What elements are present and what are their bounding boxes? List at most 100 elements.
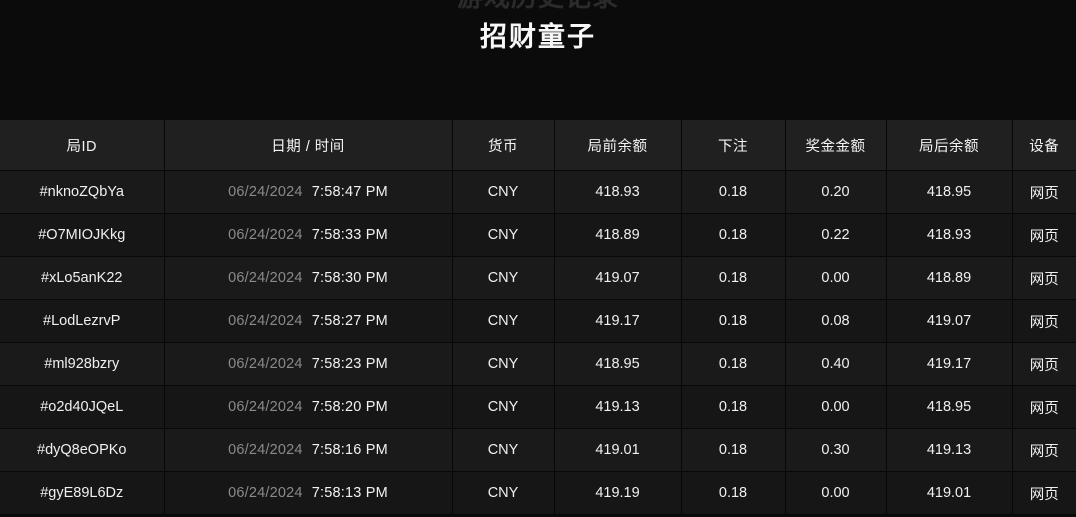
cell-win-amount: 0.00 bbox=[785, 385, 887, 429]
cell-balance-before: 418.95 bbox=[554, 342, 682, 386]
cell-device: 网页 bbox=[1012, 213, 1076, 257]
cell-bet: 0.18 bbox=[681, 471, 786, 515]
cell-datetime: 06/24/2024 7:58:33 PM bbox=[164, 213, 453, 257]
cell-time: 7:58:23 PM bbox=[311, 356, 388, 372]
cell-balance-before: 418.89 bbox=[554, 213, 682, 257]
cell-bet: 0.18 bbox=[681, 213, 786, 257]
cell-win-amount: 0.22 bbox=[785, 213, 887, 257]
table-row[interactable]: #LodLezrvP 06/24/2024 7:58:27 PM CNY 419.17 0… bbox=[0, 299, 1076, 343]
column-header-balance-before[interactable]: 局前余额 bbox=[554, 120, 682, 171]
cell-device: 网页 bbox=[1012, 170, 1076, 214]
cell-currency: CNY bbox=[452, 428, 555, 472]
cell-balance-after: 419.17 bbox=[886, 342, 1013, 386]
cell-currency: CNY bbox=[452, 299, 555, 343]
table-row[interactable]: #O7MIOJKkg 06/24/2024 7:58:33 PM CNY 418.89 0… bbox=[0, 213, 1076, 257]
cell-time: 7:58:47 PM bbox=[311, 184, 388, 200]
cell-balance-before: 419.07 bbox=[554, 256, 682, 300]
cell-win-amount: 0.30 bbox=[785, 428, 887, 472]
cell-datetime: 06/24/2024 7:58:27 PM bbox=[164, 299, 453, 343]
cell-bet: 0.18 bbox=[681, 428, 786, 472]
cell-device: 网页 bbox=[1012, 471, 1076, 515]
cell-balance-after: 418.95 bbox=[886, 385, 1013, 429]
cell-date: 06/24/2024 bbox=[228, 227, 303, 243]
cell-round-id: #dyQ8eOPKo bbox=[0, 428, 165, 472]
cell-bet: 0.18 bbox=[681, 170, 786, 214]
cell-currency: CNY bbox=[452, 342, 555, 386]
table-row[interactable]: #o2d40JQeL 06/24/2024 7:58:20 PM CNY 419.13 0… bbox=[0, 385, 1076, 429]
cell-balance-before: 419.17 bbox=[554, 299, 682, 343]
cell-bet: 0.18 bbox=[681, 342, 786, 386]
cell-win-amount: 0.40 bbox=[785, 342, 887, 386]
game-history-table: 局ID 日期 / 时间 货币 局前余额 下注 奖金金额 局后余额 设备 #nkn… bbox=[0, 120, 1076, 515]
cell-date: 06/24/2024 bbox=[228, 442, 303, 458]
cell-date: 06/24/2024 bbox=[228, 485, 303, 501]
cell-balance-after: 419.07 bbox=[886, 299, 1013, 343]
table-header: 局ID 日期 / 时间 货币 局前余额 下注 奖金金额 局后余额 设备 bbox=[0, 120, 1076, 171]
cell-balance-before: 419.13 bbox=[554, 385, 682, 429]
cell-date: 06/24/2024 bbox=[228, 270, 303, 286]
cell-datetime: 06/24/2024 7:58:47 PM bbox=[164, 170, 453, 214]
cell-date: 06/24/2024 bbox=[228, 313, 303, 329]
table-row[interactable]: #dyQ8eOPKo 06/24/2024 7:58:16 PM CNY 419.01 0… bbox=[0, 428, 1076, 472]
column-header-round-id[interactable]: 局ID bbox=[0, 120, 165, 171]
cell-bet: 0.18 bbox=[681, 385, 786, 429]
cell-time: 7:58:16 PM bbox=[311, 442, 388, 458]
cell-datetime: 06/24/2024 7:58:23 PM bbox=[164, 342, 453, 386]
column-header-currency[interactable]: 货币 bbox=[452, 120, 555, 171]
cell-currency: CNY bbox=[452, 256, 555, 300]
cell-datetime: 06/24/2024 7:58:13 PM bbox=[164, 471, 453, 515]
cell-currency: CNY bbox=[452, 385, 555, 429]
cell-balance-before: 419.19 bbox=[554, 471, 682, 515]
cell-date: 06/24/2024 bbox=[228, 399, 303, 415]
cell-device: 网页 bbox=[1012, 385, 1076, 429]
column-header-bet[interactable]: 下注 bbox=[681, 120, 786, 171]
table-row[interactable]: #xLo5anK22 06/24/2024 7:58:30 PM CNY 419.07 0… bbox=[0, 256, 1076, 300]
cell-balance-after: 418.95 bbox=[886, 170, 1013, 214]
table-row[interactable]: #ml928bzry 06/24/2024 7:58:23 PM CNY 418.95 0… bbox=[0, 342, 1076, 386]
cell-balance-before: 419.01 bbox=[554, 428, 682, 472]
cell-currency: CNY bbox=[452, 471, 555, 515]
table-row[interactable]: #gyE89L6Dz 06/24/2024 7:58:13 PM CNY 419.19 0… bbox=[0, 471, 1076, 515]
cell-datetime: 06/24/2024 7:58:30 PM bbox=[164, 256, 453, 300]
page-title: 招财童子 bbox=[480, 22, 596, 52]
cell-balance-before: 418.93 bbox=[554, 170, 682, 214]
cell-device: 网页 bbox=[1012, 256, 1076, 300]
cell-time: 7:58:27 PM bbox=[311, 313, 388, 329]
cell-round-id: #LodLezrvP bbox=[0, 299, 165, 343]
cell-win-amount: 0.00 bbox=[785, 471, 887, 515]
cell-bet: 0.18 bbox=[681, 256, 786, 300]
column-header-balance-after[interactable]: 局后余额 bbox=[886, 120, 1013, 171]
cell-bet: 0.18 bbox=[681, 299, 786, 343]
cell-device: 网页 bbox=[1012, 428, 1076, 472]
cell-device: 网页 bbox=[1012, 342, 1076, 386]
cell-round-id: #ml928bzry bbox=[0, 342, 165, 386]
cell-win-amount: 0.20 bbox=[785, 170, 887, 214]
cell-round-id: #o2d40JQeL bbox=[0, 385, 165, 429]
cell-balance-after: 418.93 bbox=[886, 213, 1013, 257]
cell-date: 06/24/2024 bbox=[228, 184, 303, 200]
cell-balance-after: 418.89 bbox=[886, 256, 1013, 300]
cell-win-amount: 0.00 bbox=[785, 256, 887, 300]
cell-currency: CNY bbox=[452, 170, 555, 214]
table-row[interactable]: #nknoZQbYa 06/24/2024 7:58:47 PM CNY 418.93 0… bbox=[0, 170, 1076, 214]
column-header-win-amount[interactable]: 奖金金额 bbox=[785, 120, 887, 171]
clipped-page-heading: 游戏历史记录 bbox=[0, 0, 1076, 12]
cell-time: 7:58:30 PM bbox=[311, 270, 388, 286]
history-table-container: 局ID 日期 / 时间 货币 局前余额 下注 奖金金额 局后余额 设备 #nkn… bbox=[0, 120, 1076, 517]
column-header-device[interactable]: 设备 bbox=[1012, 120, 1076, 171]
cell-time: 7:58:13 PM bbox=[311, 485, 388, 501]
cell-datetime: 06/24/2024 7:58:16 PM bbox=[164, 428, 453, 472]
title-area: 游戏历史记录 招财童子 bbox=[0, 0, 1076, 120]
column-header-datetime[interactable]: 日期 / 时间 bbox=[164, 120, 453, 171]
cell-datetime: 06/24/2024 7:58:20 PM bbox=[164, 385, 453, 429]
cell-win-amount: 0.08 bbox=[785, 299, 887, 343]
cell-time: 7:58:20 PM bbox=[311, 399, 388, 415]
cell-time: 7:58:33 PM bbox=[311, 227, 388, 243]
cell-currency: CNY bbox=[452, 213, 555, 257]
table-header-row: 局ID 日期 / 时间 货币 局前余额 下注 奖金金额 局后余额 设备 bbox=[0, 120, 1076, 171]
cell-round-id: #O7MIOJKkg bbox=[0, 213, 165, 257]
table-body: #nknoZQbYa 06/24/2024 7:58:47 PM CNY 418.93 0… bbox=[0, 170, 1076, 515]
cell-round-id: #xLo5anK22 bbox=[0, 256, 165, 300]
cell-balance-after: 419.13 bbox=[886, 428, 1013, 472]
